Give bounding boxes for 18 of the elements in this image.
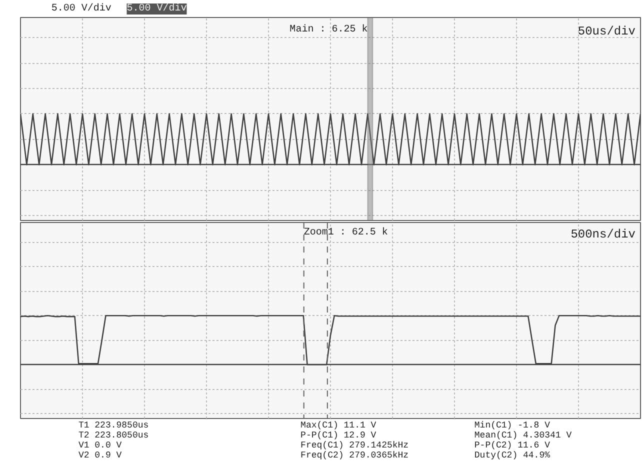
text: V1 0.0 V bbox=[78, 440, 122, 450]
text: Max(C1) 11.1 V bbox=[300, 420, 377, 430]
text: Freq(C2) 279.0365kHz bbox=[300, 450, 409, 460]
text: T1 223.9850us bbox=[78, 420, 149, 430]
text: Zoom1 : 62.5 k bbox=[304, 226, 388, 238]
text: P-P(C1) 12.9 V bbox=[300, 430, 377, 440]
text: T2 223.8050us bbox=[78, 430, 149, 440]
text: Freq(C1) 279.1425kHz bbox=[300, 440, 409, 450]
text: 5.00 V/div bbox=[126, 2, 187, 14]
text: 50us/div bbox=[578, 24, 636, 38]
text: Duty(C2) 44.9% bbox=[474, 450, 551, 460]
text: Min(C1) -1.8 V bbox=[474, 420, 551, 430]
text: Mean(C1) 4.30341 V bbox=[474, 430, 572, 440]
text: V2 0.9 V bbox=[78, 450, 122, 460]
text: Main : 6.25 k bbox=[290, 24, 368, 36]
text: P-P(C2) 11.6 V bbox=[474, 440, 551, 450]
text: 5.00 V/div bbox=[51, 2, 112, 14]
text: 500ns/div bbox=[570, 228, 636, 242]
